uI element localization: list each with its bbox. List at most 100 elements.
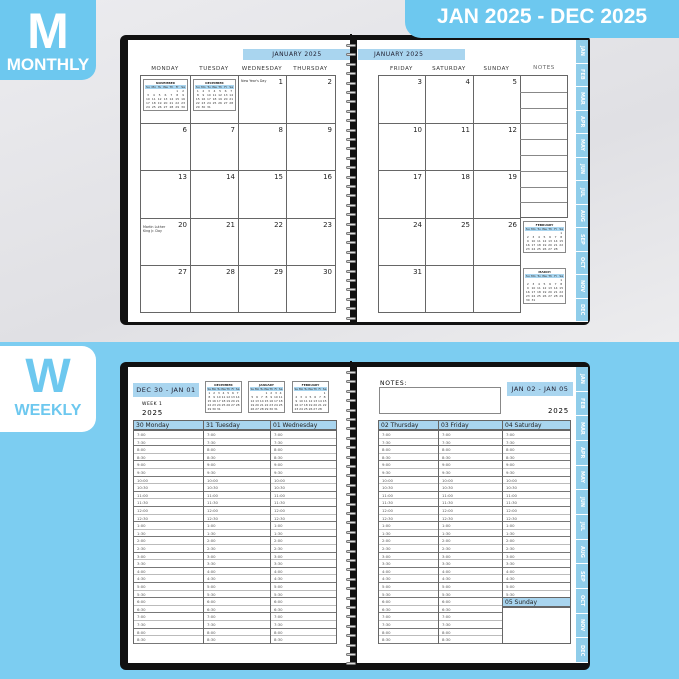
time-slot[interactable]: 6:00 [204,598,270,606]
time-slot[interactable]: 12:30 [379,515,438,523]
time-slot[interactable]: 8:00 [379,446,438,454]
time-slot[interactable]: 1:30 [271,530,336,538]
tab-aug[interactable]: AUG [576,539,588,565]
time-slot[interactable]: 8:00 [439,446,502,454]
time-slot[interactable]: 5:00 [134,583,203,591]
tab-dec[interactable]: DEC [576,638,588,663]
time-slot[interactable]: 4:30 [271,575,336,583]
time-slot[interactable]: 7:00 [503,431,570,439]
time-slot[interactable]: 9:30 [379,469,438,477]
time-slot[interactable]: 8:30 [271,636,336,644]
time-slot[interactable]: 10:30 [379,484,438,492]
time-slot[interactable]: 12:00 [134,507,203,515]
tab-aug[interactable]: AUG [576,204,588,228]
notes-box[interactable] [379,387,501,414]
time-slot[interactable]: 6:30 [134,606,203,614]
day-cell[interactable]: 13 [140,170,191,219]
day-cell[interactable]: 1 New Year's Day [238,75,287,124]
time-slot[interactable]: 10:30 [271,484,336,492]
time-slot[interactable]: 8:00 [204,629,270,637]
time-slot[interactable]: 7:00 [204,613,270,621]
day-cell[interactable]: 31 [378,265,426,313]
tab-nov[interactable]: NOV [576,613,588,639]
time-slot[interactable]: 11:30 [204,499,270,507]
time-slot[interactable]: 5:00 [503,583,570,591]
time-slot[interactable]: 7:30 [134,439,203,447]
day-cell[interactable] [425,265,474,313]
time-slot[interactable]: 9:00 [134,461,203,469]
tab-apr[interactable]: APR [576,110,588,134]
time-slot[interactable]: 3:00 [271,553,336,561]
day-cell[interactable]: 2 [286,75,336,124]
time-slot[interactable]: 4:00 [271,568,336,576]
tab-apr[interactable]: APR [576,441,588,466]
time-slot[interactable]: 1:00 [503,522,570,530]
tab-jan[interactable]: JAN [576,40,588,64]
time-slot[interactable]: 2:30 [439,545,502,553]
day-cell[interactable]: 12 [473,123,521,171]
time-slot[interactable]: 2:00 [134,537,203,545]
day-cell[interactable]: 6 [140,123,191,171]
time-slot[interactable]: 1:00 [271,522,336,530]
time-slot[interactable]: 12:00 [271,507,336,515]
time-slot[interactable]: 8:30 [439,636,502,644]
time-slot[interactable]: 6:00 [379,598,438,606]
time-slot[interactable]: 4:00 [204,568,270,576]
tab-mar[interactable]: MAR [576,87,588,111]
tab-sep[interactable]: SEP [576,564,588,589]
time-slot[interactable]: 9:30 [503,469,570,477]
time-slot[interactable]: 8:30 [439,454,502,462]
time-slot[interactable]: 4:00 [439,568,502,576]
time-slot[interactable]: 7:00 [379,613,438,621]
time-slot[interactable]: 10:00 [134,477,203,485]
time-slot[interactable]: 8:00 [134,629,203,637]
day-cell[interactable]: 23 [286,218,336,266]
time-slot[interactable]: 10:30 [204,484,270,492]
time-slot[interactable]: 7:30 [271,621,336,629]
time-slot[interactable]: 3:00 [204,553,270,561]
time-slot[interactable]: 1:30 [134,530,203,538]
day-cell[interactable]: 20 Martin Luther King Jr. Day [140,218,191,266]
time-slot[interactable]: 4:00 [503,568,570,576]
day-cell[interactable]: 3 [378,75,426,124]
time-slot[interactable]: 4:30 [204,575,270,583]
time-slot[interactable]: 2:30 [379,545,438,553]
time-slot[interactable]: 4:30 [439,575,502,583]
tab-feb[interactable]: FEB [576,391,588,417]
time-slot[interactable]: 7:30 [503,439,570,447]
time-slot[interactable]: 1:30 [204,530,270,538]
time-slot[interactable]: 10:30 [134,484,203,492]
tab-jul[interactable]: JUL [576,515,588,540]
time-slot[interactable]: 12:30 [439,515,502,523]
time-slot[interactable]: 12:30 [204,515,270,523]
time-slot[interactable]: 1:00 [439,522,502,530]
time-slot[interactable]: 9:30 [134,469,203,477]
time-slot[interactable]: 5:00 [204,583,270,591]
day-cell[interactable]: 30 [286,265,336,313]
day-cell[interactable]: 22 [238,218,287,266]
time-slot[interactable]: 5:00 [271,583,336,591]
time-slot[interactable]: 1:00 [379,522,438,530]
time-slot[interactable]: 2:30 [134,545,203,553]
time-slot[interactable]: 12:30 [503,515,570,523]
day-cell[interactable]: 14 [190,170,239,219]
time-slot[interactable]: 12:00 [503,507,570,515]
time-slot[interactable]: 7:00 [439,613,502,621]
time-slot[interactable]: 3:30 [204,560,270,568]
day-cell[interactable]: 18 [425,170,474,219]
time-slot[interactable]: 8:00 [271,629,336,637]
time-slot[interactable]: 11:00 [204,492,270,500]
tab-dec[interactable]: DEC [576,298,588,322]
notes-column[interactable] [520,75,568,218]
time-slot[interactable]: 5:30 [439,591,502,599]
time-slot[interactable]: 9:30 [271,469,336,477]
time-slot[interactable]: 7:30 [134,621,203,629]
time-slot[interactable]: 4:30 [134,575,203,583]
tab-may[interactable]: MAY [576,465,588,491]
day-cell[interactable]: 4 [425,75,474,124]
time-slot[interactable]: 1:30 [503,530,570,538]
time-slot[interactable]: 7:00 [271,431,336,439]
time-slot[interactable]: 2:30 [204,545,270,553]
day-cell[interactable]: DECEMBER Su Mo Tu We Th Fr Sa 1 2 3 4 5 6 7 8 9 10 11 12 13 1… [190,75,239,124]
time-slot[interactable]: 7:30 [439,621,502,629]
